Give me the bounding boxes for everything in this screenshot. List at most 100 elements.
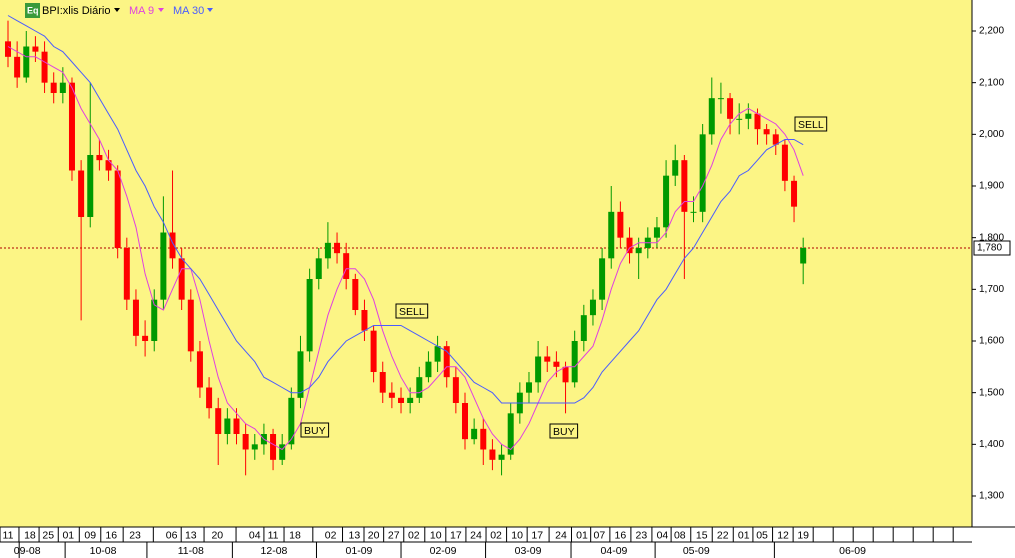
- x-label: 11: [268, 529, 279, 541]
- candle-body: [23, 46, 30, 78]
- candle-body: [525, 382, 532, 393]
- candle-body: [379, 372, 386, 393]
- candle-body: [717, 98, 724, 100]
- candle-body: [270, 434, 277, 460]
- x-label: 10: [430, 529, 442, 541]
- candle-body: [599, 258, 606, 300]
- x-label: 08: [674, 529, 686, 541]
- candle-body: [690, 211, 697, 213]
- candle-body: [772, 134, 779, 145]
- dropdown-arrow[interactable]: [158, 8, 164, 12]
- candle-body: [50, 82, 57, 93]
- badge-text: Eq: [27, 5, 39, 15]
- month-label: 12-08: [261, 545, 288, 557]
- candle-body: [699, 134, 706, 212]
- x-label: 07: [594, 529, 606, 541]
- month-label: 01-09: [346, 545, 373, 557]
- x-label: 19: [797, 529, 809, 541]
- x-label: 18: [24, 529, 36, 541]
- candle-body: [580, 315, 587, 341]
- x-label: 16: [105, 529, 117, 541]
- x-label: 02: [408, 529, 420, 541]
- y-tick-label: 1,900: [979, 181, 1004, 192]
- x-label: 09: [84, 529, 96, 541]
- candle-body: [388, 392, 395, 398]
- dropdown-arrow[interactable]: [207, 8, 213, 12]
- candle-body: [233, 418, 240, 434]
- candle-body: [105, 160, 112, 171]
- y-tick-label: 2,000: [979, 129, 1004, 140]
- candle-body: [663, 175, 670, 228]
- candle-body: [78, 170, 85, 217]
- candle-body: [14, 56, 21, 78]
- candle-body: [169, 232, 176, 259]
- candle-body: [151, 299, 158, 341]
- candle-body: [324, 242, 331, 259]
- candle-body: [87, 155, 94, 217]
- annotation-box: [549, 423, 579, 439]
- x-label: 05: [756, 529, 768, 541]
- x-label: 02: [325, 529, 337, 541]
- x-label: 13: [185, 529, 197, 541]
- month-label: 05-09: [683, 545, 710, 557]
- month-label: 02-09: [430, 545, 457, 557]
- x-label: 27: [388, 529, 400, 541]
- x-label: 04: [657, 529, 669, 541]
- y-tick-label: 1,300: [979, 491, 1004, 502]
- candle-body: [608, 211, 615, 259]
- badge: [25, 3, 40, 18]
- candle-body: [507, 413, 514, 455]
- x-label: 13: [349, 529, 361, 541]
- header: Eq BPI:xlis Diário MA 9 MA 30: [25, 3, 213, 18]
- candle-body: [178, 258, 185, 300]
- candle-body: [407, 397, 414, 403]
- candle-body: [96, 155, 103, 161]
- candle-body: [544, 356, 551, 362]
- candle-body: [361, 310, 368, 331]
- y-tick-label: 1,400: [979, 439, 1004, 450]
- candle-body: [754, 113, 761, 130]
- x-label: 20: [368, 529, 380, 541]
- month-label: 03-09: [515, 545, 542, 557]
- candle-body: [626, 237, 633, 254]
- candle-body: [498, 454, 505, 460]
- candle-body: [416, 377, 423, 398]
- ma-line: [7, 15, 804, 404]
- chart-title[interactable]: BPI:xlis Diário: [42, 5, 110, 17]
- candle-body: [480, 428, 487, 450]
- x-label: 01: [62, 529, 74, 541]
- annotation-box: [300, 422, 330, 438]
- x-label: 23: [129, 529, 141, 541]
- candle-body: [370, 330, 377, 372]
- x-label: 24: [470, 529, 482, 541]
- legend-entry[interactable]: MA 30: [173, 5, 204, 17]
- candle-body: [142, 335, 149, 341]
- candle-body: [398, 397, 405, 403]
- x-label: 12: [777, 529, 789, 541]
- candle-body: [279, 444, 286, 460]
- annotation-box: [794, 116, 828, 132]
- candle-body: [334, 242, 341, 254]
- candle-body: [535, 356, 542, 383]
- candle-body: [114, 170, 121, 248]
- candle-body: [306, 279, 313, 352]
- candle-body: [297, 351, 304, 398]
- x-label: 10: [511, 529, 523, 541]
- candle-body: [489, 449, 496, 460]
- dropdown-arrow[interactable]: [114, 8, 120, 12]
- candle-body: [288, 397, 295, 445]
- annotation: SELL: [399, 306, 425, 318]
- x-label: 24: [555, 529, 567, 541]
- candle-body: [224, 418, 231, 434]
- last-price-box: [973, 240, 1011, 256]
- candle-body: [672, 160, 679, 176]
- month-label: 09-08: [14, 545, 41, 557]
- legend-entry[interactable]: MA 9: [129, 5, 154, 17]
- candle-body: [736, 118, 743, 120]
- candle-body: [781, 144, 788, 181]
- candle-body: [571, 341, 578, 383]
- x-label: 06: [166, 529, 178, 541]
- annotation: BUY: [553, 426, 575, 438]
- annotation: BUY: [304, 425, 326, 437]
